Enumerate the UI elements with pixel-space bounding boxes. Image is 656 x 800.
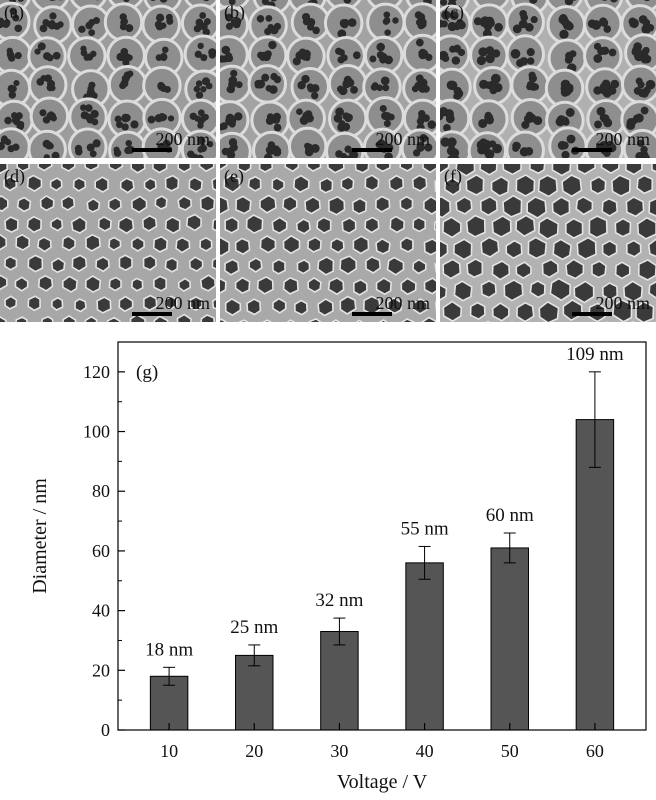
bar-chart: 0 20 40 60 80 100 120 18 nm 10 25 nm 20 32 nm 30 55 n… bbox=[29, 341, 647, 793]
scale-bar-label: 200 nm bbox=[375, 293, 430, 313]
bar bbox=[320, 631, 359, 731]
scale-bar bbox=[352, 148, 392, 152]
scale-bar bbox=[572, 148, 612, 152]
sem-panel: (c) 200 nm bbox=[440, 0, 656, 158]
x-tick-label: 30 bbox=[330, 741, 348, 761]
bar-data-label: 25 nm bbox=[230, 617, 278, 638]
y-tick-label: 0 bbox=[101, 720, 110, 740]
x-axis-title: Voltage / V bbox=[337, 771, 428, 793]
y-axis-title: Diameter / nm bbox=[29, 478, 51, 594]
panel-label: (d) bbox=[4, 166, 25, 186]
sem-panel: (f) 200 nm bbox=[440, 164, 656, 322]
x-tick-label: 60 bbox=[586, 741, 604, 761]
micrograph-texture bbox=[440, 0, 656, 158]
x-tick-label: 50 bbox=[501, 741, 519, 761]
x-tick-label: 40 bbox=[416, 741, 434, 761]
y-tick-label: 100 bbox=[83, 422, 110, 442]
sem-panel: (a) 200 nm bbox=[0, 0, 216, 158]
plot-frame bbox=[117, 341, 647, 731]
scale-bar-label: 200 nm bbox=[155, 129, 210, 149]
scale-bar bbox=[352, 312, 392, 316]
y-tick-label: 40 bbox=[92, 601, 110, 621]
scale-bar-label: 200 nm bbox=[595, 129, 650, 149]
bar-data-label: 18 nm bbox=[145, 639, 193, 660]
bar-data-label: 109 nm bbox=[566, 344, 624, 365]
scale-bar bbox=[572, 312, 612, 316]
bar bbox=[405, 562, 444, 731]
scale-bar-label: 200 nm bbox=[595, 293, 650, 313]
micrograph-texture bbox=[220, 164, 436, 322]
panel-label: (a) bbox=[4, 2, 24, 22]
panel-label: (b) bbox=[224, 2, 245, 22]
x-tick-label: 10 bbox=[160, 741, 178, 761]
micrograph-texture bbox=[0, 0, 216, 158]
scale-bar-label: 200 nm bbox=[375, 129, 430, 149]
y-tick-label: 20 bbox=[92, 660, 110, 680]
micrograph-texture bbox=[0, 164, 216, 322]
bar-data-label: 55 nm bbox=[401, 518, 449, 539]
bar-data-label: 60 nm bbox=[486, 505, 534, 526]
x-tick-label: 20 bbox=[245, 741, 263, 761]
y-tick-label: 120 bbox=[83, 362, 110, 382]
bar bbox=[575, 419, 615, 731]
bar bbox=[235, 654, 274, 731]
panel-label: (e) bbox=[224, 166, 244, 186]
panel-label: (c) bbox=[444, 2, 464, 22]
y-tick-label: 60 bbox=[92, 541, 110, 561]
y-tick-label: 80 bbox=[92, 481, 110, 501]
sem-panel: (b) 200 nm bbox=[220, 0, 436, 158]
scale-bar bbox=[132, 148, 172, 152]
chart-panel-label: (g) bbox=[136, 362, 158, 383]
sem-panel: (d) 200 nm bbox=[0, 164, 216, 322]
scale-bar-label: 200 nm bbox=[155, 293, 210, 313]
sem-panel: (e) 200 nm bbox=[220, 164, 436, 322]
sem-panels: (a) 200 nm (b) 200 nm (c) 200 nm (d) 200 nm (e) 2… bbox=[0, 0, 656, 330]
panel-label: (f) bbox=[444, 166, 462, 186]
scale-bar bbox=[132, 312, 172, 316]
bar-data-label: 32 nm bbox=[315, 590, 363, 611]
bar bbox=[490, 547, 529, 731]
micrograph-texture bbox=[440, 164, 656, 322]
